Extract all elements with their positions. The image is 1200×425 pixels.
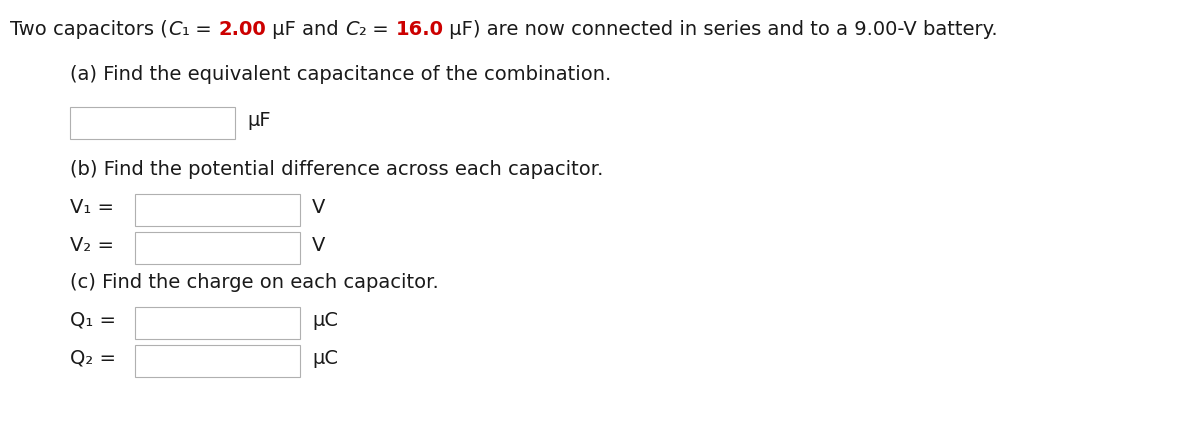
Text: =: =: [366, 20, 395, 39]
Text: μC: μC: [312, 311, 338, 330]
FancyBboxPatch shape: [134, 345, 300, 377]
Text: ₁: ₁: [181, 20, 190, 39]
Text: (c) Find the charge on each capacitor.: (c) Find the charge on each capacitor.: [70, 273, 439, 292]
Text: ₂: ₂: [359, 20, 366, 39]
Text: 2.00: 2.00: [218, 20, 266, 39]
Text: μF) are now connected in series and to a 9.00-V battery.: μF) are now connected in series and to a…: [443, 20, 998, 39]
Text: V: V: [312, 198, 325, 217]
Text: V₂ =: V₂ =: [70, 236, 114, 255]
Text: C: C: [168, 20, 181, 39]
FancyBboxPatch shape: [134, 307, 300, 339]
Text: Two capacitors (: Two capacitors (: [10, 20, 168, 39]
Text: μF and: μF and: [266, 20, 344, 39]
Text: (a) Find the equivalent capacitance of the combination.: (a) Find the equivalent capacitance of t…: [70, 65, 611, 84]
FancyBboxPatch shape: [70, 107, 235, 139]
FancyBboxPatch shape: [134, 232, 300, 264]
Text: 16.0: 16.0: [395, 20, 443, 39]
Text: Q₂ =: Q₂ =: [70, 349, 116, 368]
Text: Q₁ =: Q₁ =: [70, 311, 116, 330]
Text: μC: μC: [312, 349, 338, 368]
Text: =: =: [190, 20, 218, 39]
Text: V₁ =: V₁ =: [70, 198, 114, 217]
Text: C: C: [344, 20, 359, 39]
FancyBboxPatch shape: [134, 194, 300, 226]
Text: μF: μF: [247, 111, 271, 130]
Text: V: V: [312, 236, 325, 255]
Text: (b) Find the potential difference across each capacitor.: (b) Find the potential difference across…: [70, 160, 604, 179]
